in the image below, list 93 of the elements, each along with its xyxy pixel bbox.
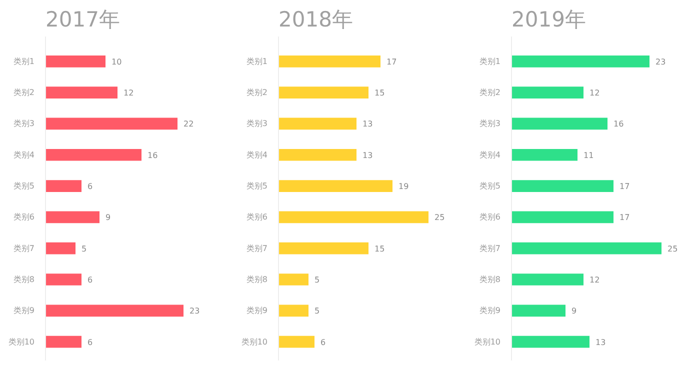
y-tick-label: 类别5 [246,182,268,191]
bar [46,304,184,317]
y-tick-label: 类别2 [479,88,501,98]
y-tick-label: 类别1 [246,56,268,66]
data-label: 12 [590,88,600,98]
data-label: 5 [314,306,320,316]
data-label: 19 [398,182,409,192]
bar [512,242,662,254]
bar [46,180,82,192]
data-label: 6 [320,338,326,347]
bar [46,211,100,224]
data-label: 15 [374,88,385,98]
y-tick-label: 类别5 [13,182,35,191]
data-label: 25 [434,213,445,222]
y-tick-label: 类别6 [479,212,501,222]
data-label: 9 [572,306,577,316]
data-label: 6 [88,338,93,347]
y-tick-label: 类别4 [479,150,501,160]
data-label: 16 [614,120,624,129]
data-label: 12 [590,276,600,284]
data-label: 9 [106,213,111,222]
y-tick-label: 类别4 [13,150,35,160]
bar [46,56,106,68]
bar [512,304,566,317]
data-label: 25 [668,244,678,254]
y-tick-label: 类别3 [479,119,501,128]
bar [278,242,368,254]
data-label: 10 [112,57,122,66]
bar [278,86,368,98]
y-tick-label: 类别1 [13,56,35,66]
bar [278,118,356,130]
y-tick-label: 类别9 [13,306,35,316]
y-tick-label: 类别8 [13,275,35,284]
bar [278,336,314,348]
data-label: 11 [584,150,594,160]
data-label: 17 [620,213,630,222]
bar [512,211,614,224]
y-tick-label: 类别10 [474,337,501,346]
y-tick-label: 类别9 [246,306,268,316]
data-label: 5 [314,276,320,284]
bar [278,274,308,286]
y-tick-label: 类别6 [13,212,35,222]
chart-title: 2019年 [512,8,586,32]
y-tick-label: 类别7 [479,244,501,253]
bar [46,274,82,286]
bar [46,118,178,130]
bar [46,86,118,98]
bar [278,304,308,317]
data-label: 13 [362,150,373,160]
bar [512,86,584,98]
y-tick-label: 类别8 [246,275,268,284]
bar [278,56,380,68]
bar [46,148,142,161]
data-label: 17 [386,57,397,66]
bar [278,211,428,224]
data-label: 17 [620,182,630,192]
data-label: 22 [184,120,194,129]
chart-title: 2017年 [46,8,120,32]
bar [512,180,614,192]
bar [278,148,356,161]
data-label: 23 [190,306,200,316]
y-tick-label: 类别2 [13,88,35,98]
y-tick-label: 类别3 [13,119,35,128]
y-tick-label: 类别1 [479,56,501,66]
bar [512,274,584,286]
y-tick-label: 类别10 [241,337,268,346]
bar [512,336,590,348]
bar [512,56,650,68]
y-tick-label: 类别9 [479,306,501,316]
bar [512,118,608,130]
chart-title: 2018年 [278,8,353,32]
bar [46,242,76,254]
data-label: 13 [596,338,606,347]
data-label: 15 [374,244,385,254]
y-tick-label: 类别6 [246,212,268,222]
y-tick-label: 类别4 [246,150,268,160]
y-tick-label: 类别8 [479,275,501,284]
y-tick-label: 类别10 [8,337,35,346]
bar [46,336,82,348]
data-label: 16 [148,150,158,160]
data-label: 12 [124,88,134,98]
data-label: 6 [88,276,93,284]
data-label: 6 [88,182,93,192]
y-tick-label: 类别7 [13,244,35,253]
data-label: 5 [82,244,87,254]
y-tick-label: 类别7 [246,244,268,253]
bar [278,180,392,192]
bar [512,148,578,161]
data-label: 23 [656,57,666,66]
y-tick-label: 类别2 [246,88,268,98]
y-tick-label: 类别5 [479,182,501,191]
y-tick-label: 类别3 [246,119,268,128]
data-label: 13 [362,120,373,129]
